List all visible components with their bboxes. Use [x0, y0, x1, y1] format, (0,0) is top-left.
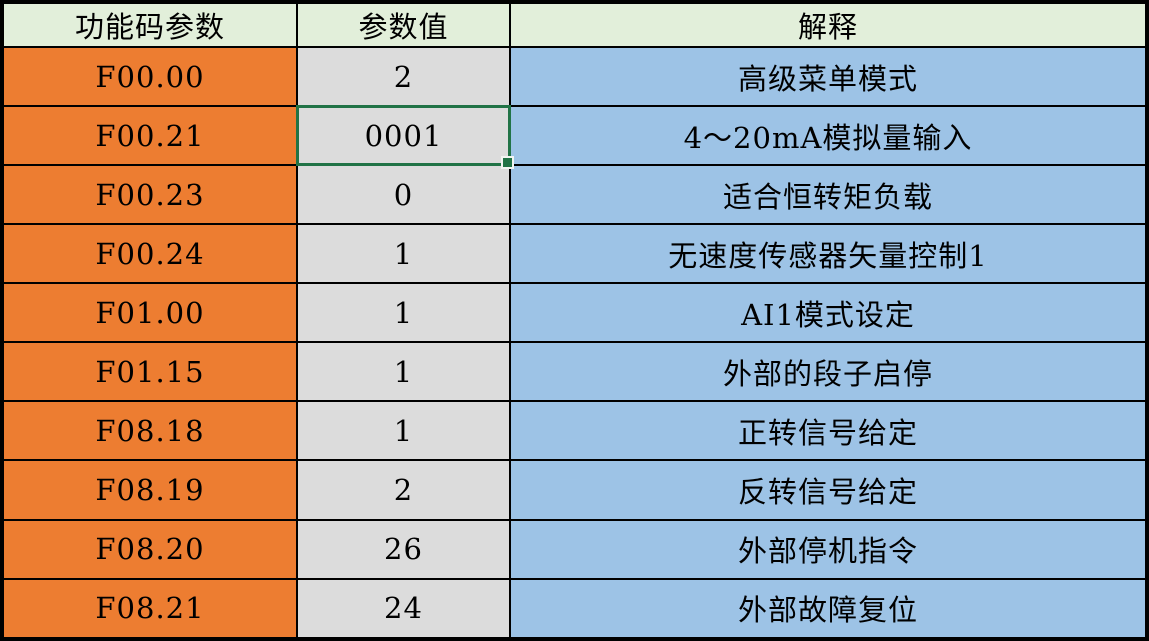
parameter-value-cell[interactable]: 24 — [296, 577, 511, 641]
function-code-cell[interactable]: F08.20 — [1, 518, 298, 580]
explanation-cell[interactable]: 正转信号给定 — [509, 400, 1148, 462]
table-row: F08.19 2 反转信号给定 — [1, 459, 1148, 521]
table-row: F08.20 26 外部停机指令 — [1, 518, 1148, 580]
active-cell-selection-border — [296, 105, 514, 170]
function-code-cell[interactable]: F00.21 — [1, 105, 298, 167]
function-code-cell[interactable]: F01.15 — [1, 341, 298, 403]
parameter-value-cell[interactable]: 2 — [296, 459, 511, 521]
table-row: F01.00 1 AI1模式设定 — [1, 282, 1148, 344]
parameter-value-cell[interactable]: 0 — [296, 164, 511, 226]
function-code-cell[interactable]: F08.21 — [1, 577, 298, 641]
function-code-cell[interactable]: F00.00 — [1, 45, 298, 108]
parameter-value-cell[interactable]: 1 — [296, 400, 511, 462]
parameter-value-cell[interactable]: 1 — [296, 223, 511, 285]
function-code-cell[interactable]: F08.19 — [1, 459, 298, 521]
table-row: F00.00 2 高级菜单模式 — [1, 45, 1148, 108]
table-row: F08.18 1 正转信号给定 — [1, 400, 1148, 462]
column-header-parameter-value[interactable]: 参数值 — [296, 1, 511, 48]
explanation-cell[interactable]: 高级菜单模式 — [509, 45, 1148, 108]
fill-handle[interactable] — [501, 156, 514, 170]
explanation-cell[interactable]: 适合恒转矩负载 — [509, 164, 1148, 226]
header-row: 功能码参数 参数值 解释 — [1, 1, 1148, 48]
explanation-cell[interactable]: 外部故障复位 — [509, 577, 1148, 641]
explanation-cell[interactable]: 外部停机指令 — [509, 518, 1148, 580]
table-row: F01.15 1 外部的段子启停 — [1, 341, 1148, 403]
parameter-value-cell[interactable]: 26 — [296, 518, 511, 580]
parameter-value-cell[interactable]: 2 — [296, 45, 511, 108]
parameter-value-cell[interactable]: 1 — [296, 341, 511, 403]
table-row: F08.21 24 外部故障复位 — [1, 577, 1148, 641]
parameter-value-cell[interactable]: 1 — [296, 282, 511, 344]
function-code-cell[interactable]: F00.23 — [1, 164, 298, 226]
explanation-cell[interactable]: 4～20mA模拟量输入 — [509, 105, 1148, 167]
function-code-cell[interactable]: F01.00 — [1, 282, 298, 344]
function-code-cell[interactable]: F08.18 — [1, 400, 298, 462]
column-header-explanation[interactable]: 解释 — [509, 1, 1148, 48]
parameter-value-cell[interactable]: 0001 — [296, 105, 514, 170]
table-row: F00.24 1 无速度传感器矢量控制1 — [1, 223, 1148, 285]
explanation-cell[interactable]: 反转信号给定 — [509, 459, 1148, 521]
explanation-cell[interactable]: AI1模式设定 — [509, 282, 1148, 344]
table-row: F00.21 0001 4～20mA模拟量输入 — [1, 105, 1148, 170]
explanation-cell[interactable]: 无速度传感器矢量控制1 — [509, 223, 1148, 285]
column-header-function-code[interactable]: 功能码参数 — [1, 1, 298, 48]
explanation-cell[interactable]: 外部的段子启停 — [509, 341, 1148, 403]
function-code-cell[interactable]: F00.24 — [1, 223, 298, 285]
table-row: F00.23 0 适合恒转矩负载 — [1, 164, 1148, 226]
